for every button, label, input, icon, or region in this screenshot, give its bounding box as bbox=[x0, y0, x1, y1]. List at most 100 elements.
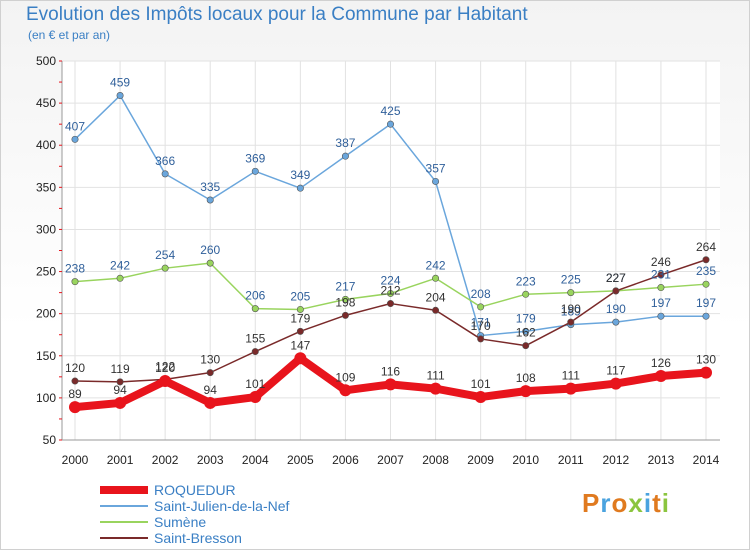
x-tick-label: 2005 bbox=[287, 453, 314, 467]
x-tick-label: 2009 bbox=[467, 453, 494, 467]
data-point bbox=[71, 278, 79, 286]
data-point bbox=[69, 401, 81, 414]
data-label: 205 bbox=[290, 289, 310, 303]
data-label: 101 bbox=[471, 377, 491, 391]
legend-item-saint-julien-de-la-nef: Saint-Julien-de-la-Nef bbox=[100, 498, 289, 514]
data-point bbox=[206, 196, 214, 204]
data-label: 227 bbox=[606, 271, 626, 285]
data-point bbox=[341, 295, 349, 303]
data-label: 190 bbox=[561, 302, 581, 316]
data-label: 179 bbox=[290, 311, 310, 325]
x-tick-label: 2006 bbox=[332, 453, 359, 467]
data-label: 227 bbox=[606, 271, 626, 285]
data-label: 189 bbox=[561, 305, 581, 319]
data-point bbox=[114, 396, 127, 409]
legend-item-sumene: Sumène bbox=[100, 514, 289, 530]
x-tick-label: 2011 bbox=[558, 453, 584, 467]
data-point bbox=[519, 385, 532, 398]
data-label: 231 bbox=[651, 268, 671, 282]
data-label: 260 bbox=[200, 243, 220, 257]
data-label: 223 bbox=[516, 274, 536, 288]
logo-letter: x bbox=[628, 488, 644, 518]
y-tick-label: 100 bbox=[36, 391, 56, 405]
data-point bbox=[116, 378, 124, 386]
data-label: 204 bbox=[426, 290, 446, 304]
legend-item-roquedur: ROQUEDUR bbox=[100, 482, 289, 498]
data-point bbox=[251, 305, 259, 313]
data-label: 235 bbox=[696, 264, 716, 278]
data-point bbox=[564, 382, 577, 395]
legend-swatch bbox=[100, 521, 148, 523]
data-point bbox=[429, 382, 442, 395]
data-point bbox=[206, 259, 214, 267]
x-tick-label: 2002 bbox=[152, 453, 179, 467]
data-label: 117 bbox=[606, 364, 625, 378]
data-point bbox=[477, 303, 485, 311]
legend-item-saint-bresson: Saint-Bresson bbox=[100, 530, 289, 546]
x-tick-label: 2008 bbox=[422, 453, 449, 467]
y-tick-label: 450 bbox=[36, 96, 56, 110]
logo-letter: t bbox=[652, 488, 662, 518]
data-label: 357 bbox=[426, 161, 446, 175]
x-tick-label: 2007 bbox=[377, 453, 404, 467]
data-point bbox=[386, 300, 394, 308]
data-label: 119 bbox=[111, 362, 130, 376]
proxiti-logo: Proxiti bbox=[582, 488, 670, 519]
legend-label: Saint-Bresson bbox=[154, 530, 242, 546]
data-label: 190 bbox=[606, 302, 626, 316]
logo-letter: o bbox=[611, 488, 629, 518]
data-label: 206 bbox=[245, 289, 265, 303]
data-label: 94 bbox=[204, 383, 218, 397]
data-label: 116 bbox=[381, 364, 400, 378]
data-point bbox=[567, 289, 575, 297]
y-tick-label: 300 bbox=[36, 222, 56, 236]
data-label: 425 bbox=[380, 104, 400, 118]
legend-swatch bbox=[100, 537, 148, 539]
data-label: 109 bbox=[335, 370, 355, 384]
data-point bbox=[522, 290, 530, 298]
data-point bbox=[116, 92, 124, 100]
data-point bbox=[341, 152, 349, 160]
data-label: 155 bbox=[245, 332, 265, 346]
data-label: 387 bbox=[335, 136, 355, 150]
data-label: 179 bbox=[516, 311, 536, 325]
data-label: 94 bbox=[113, 383, 127, 397]
y-tick-label: 150 bbox=[36, 349, 56, 363]
chart-legend: ROQUEDUR Saint-Julien-de-la-Nef Sumène S… bbox=[100, 482, 289, 546]
x-tick-label: 2013 bbox=[648, 453, 675, 467]
data-label: 197 bbox=[696, 296, 716, 310]
data-label: 459 bbox=[110, 76, 130, 90]
data-point bbox=[206, 369, 214, 377]
x-tick-label: 2001 bbox=[107, 453, 134, 467]
data-point bbox=[159, 375, 172, 388]
legend-label: Sumène bbox=[154, 514, 207, 530]
data-point bbox=[296, 184, 304, 192]
chart-subtitle: (en € et par an) bbox=[28, 28, 111, 42]
logo-letter: i bbox=[661, 488, 670, 518]
data-point bbox=[161, 264, 169, 272]
data-point bbox=[296, 305, 304, 313]
data-label: 246 bbox=[651, 255, 671, 269]
data-label: 369 bbox=[245, 151, 265, 165]
data-point bbox=[116, 274, 124, 282]
data-point bbox=[432, 274, 440, 282]
data-label: 217 bbox=[335, 279, 355, 293]
data-label: 122 bbox=[155, 359, 175, 373]
data-label: 197 bbox=[651, 296, 671, 310]
data-point bbox=[702, 312, 710, 320]
data-label: 242 bbox=[426, 258, 446, 272]
y-tick-label: 50 bbox=[43, 433, 57, 447]
data-label: 366 bbox=[155, 154, 175, 168]
data-point bbox=[71, 377, 79, 385]
legend-swatch bbox=[100, 505, 148, 507]
data-point bbox=[294, 352, 307, 365]
data-label: 120 bbox=[65, 361, 85, 375]
data-point bbox=[384, 378, 397, 391]
data-point bbox=[432, 306, 440, 314]
data-label: 130 bbox=[200, 353, 220, 367]
data-point bbox=[657, 284, 665, 292]
legend-swatch bbox=[100, 486, 148, 494]
data-label: 242 bbox=[110, 258, 130, 272]
logo-letter: r bbox=[600, 488, 612, 518]
